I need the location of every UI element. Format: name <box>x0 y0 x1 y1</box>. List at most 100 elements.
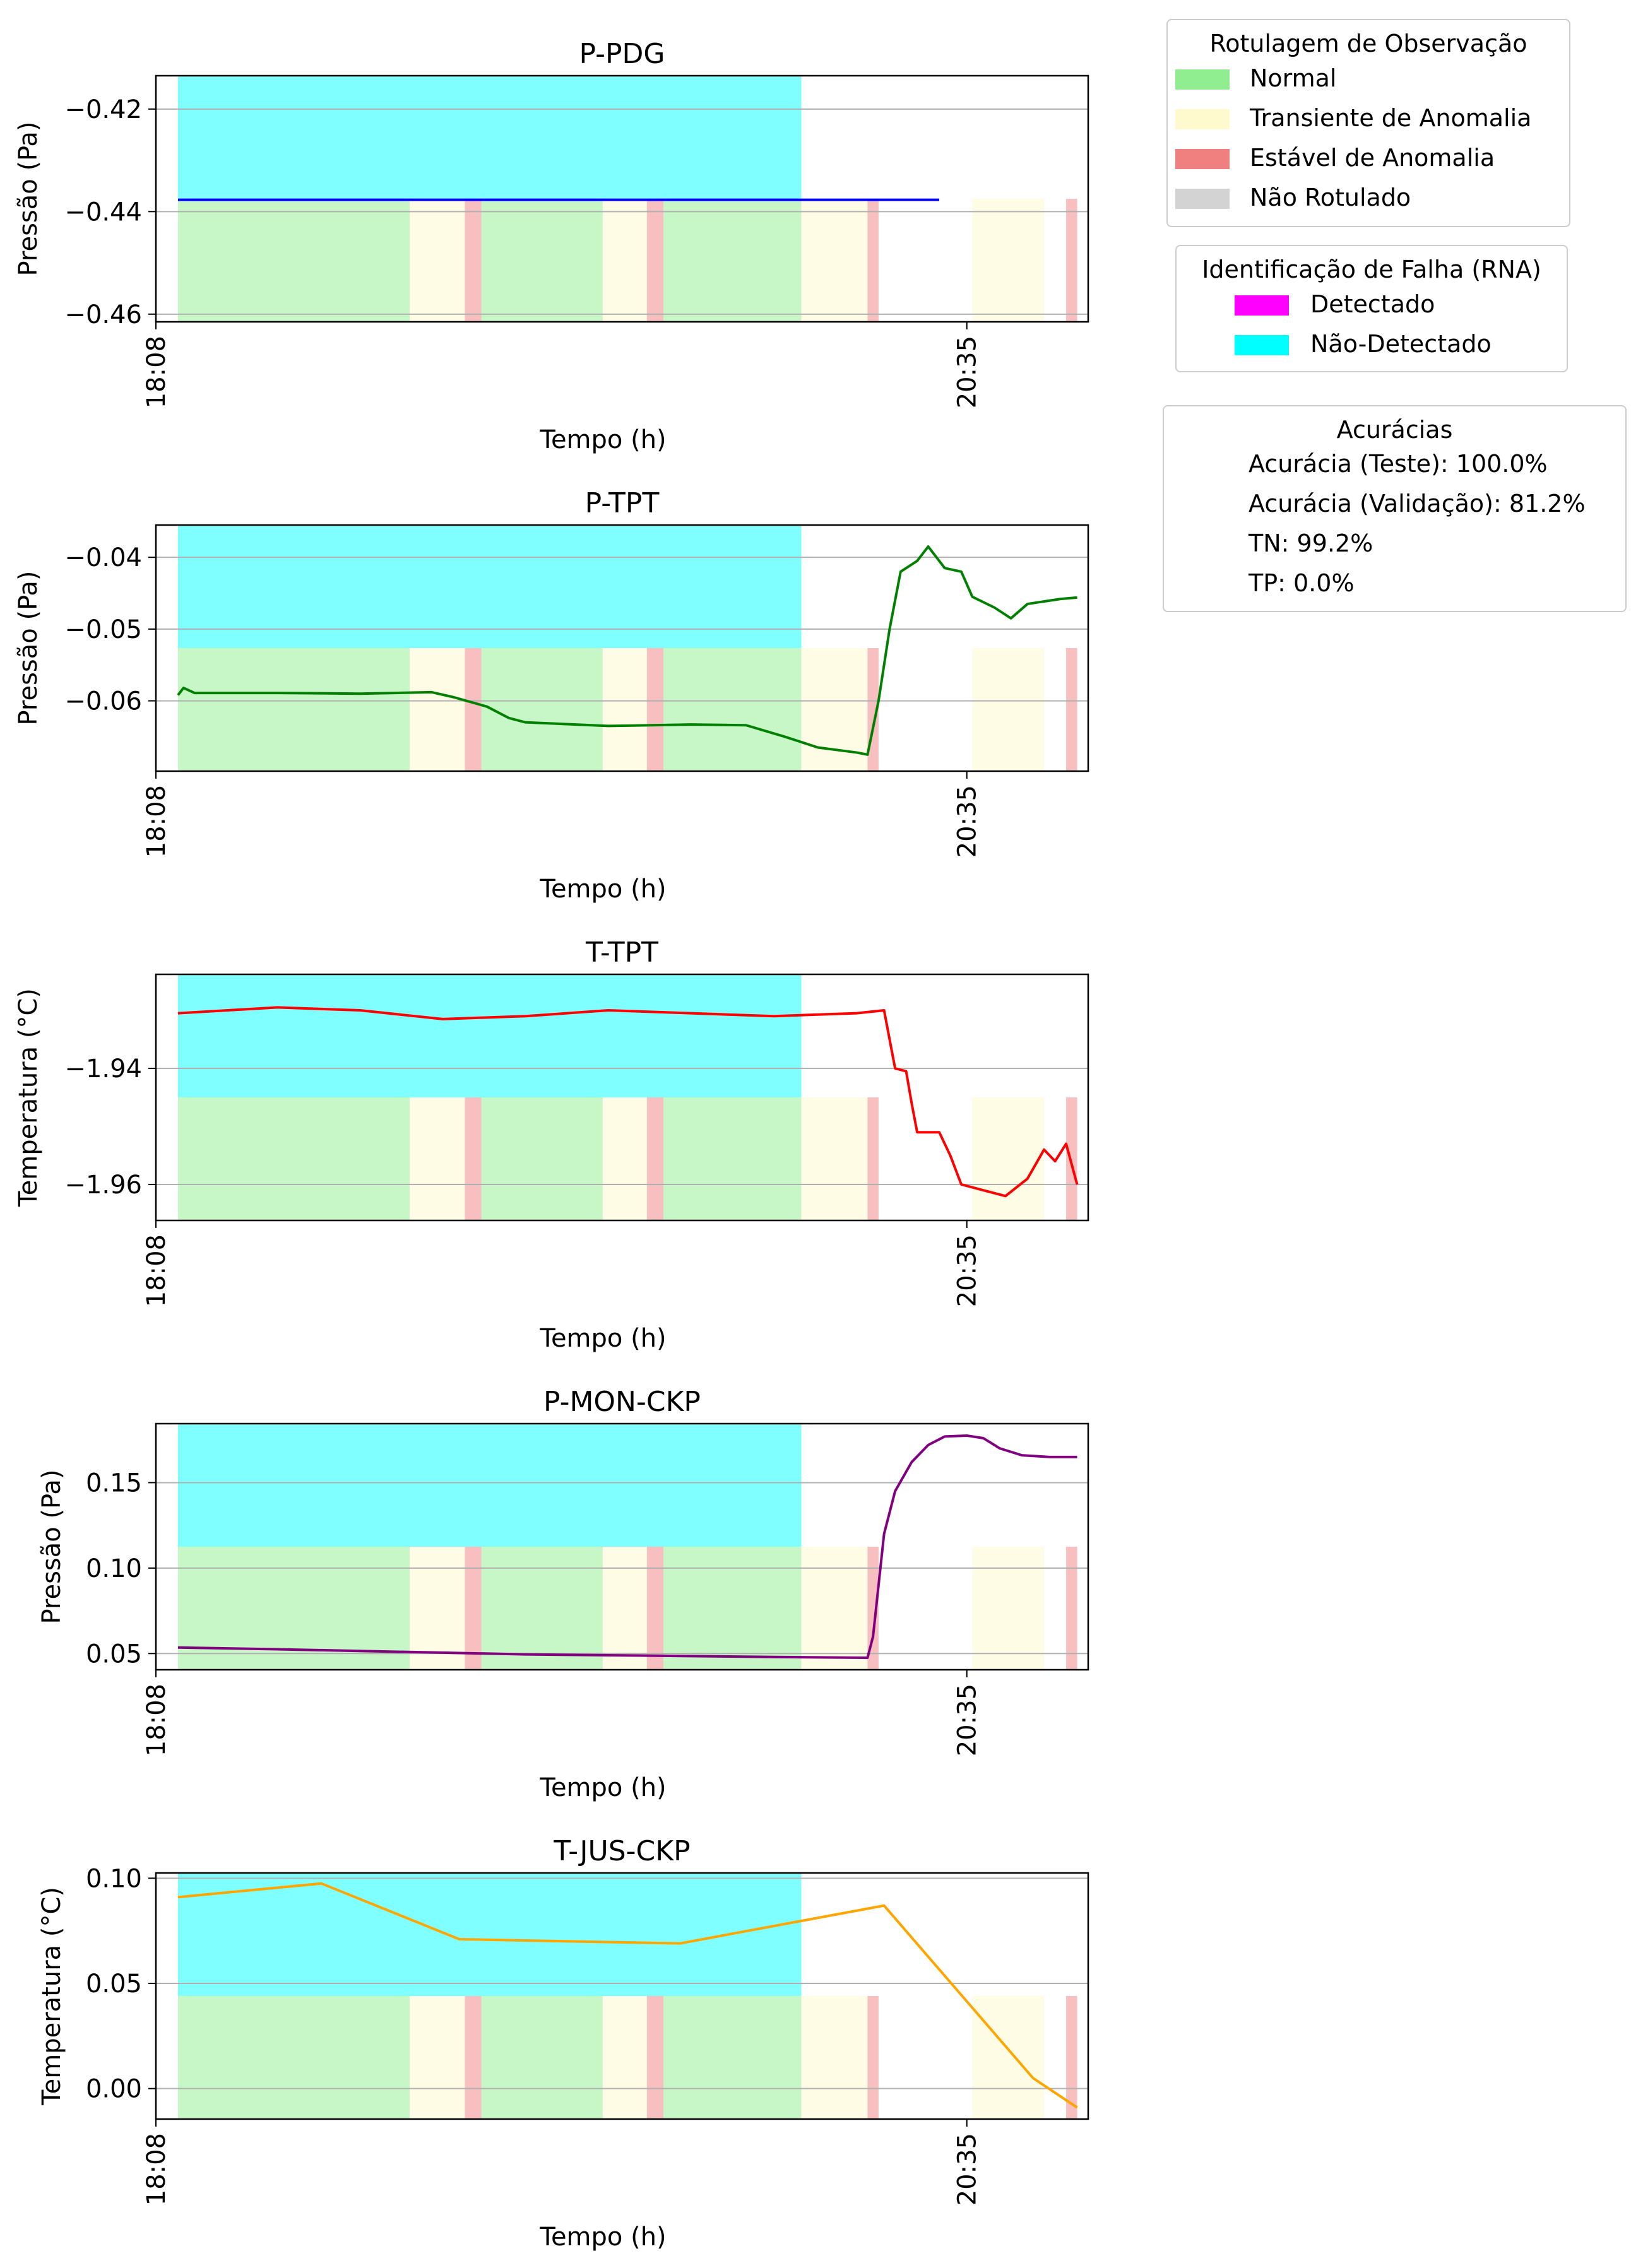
label-band <box>177 199 410 322</box>
y-tick-label: −0.06 <box>64 687 142 716</box>
accuracy-legend-title: Acurácias <box>1336 416 1453 444</box>
legend-swatch-detected <box>1235 295 1289 316</box>
labeling-legend-title: Rotulagem de Observação <box>1209 30 1527 57</box>
label-band <box>972 199 1045 322</box>
label-band <box>646 648 664 771</box>
chart-title: P-PDG <box>579 38 665 70</box>
detection-band <box>177 1873 802 1996</box>
label-band <box>972 1097 1045 1220</box>
label-band <box>646 1097 664 1220</box>
series-line <box>177 545 1077 756</box>
label-band <box>177 648 410 771</box>
legend-label-steady: Estável de Anomalia <box>1250 144 1495 172</box>
legend-swatch-normal <box>1175 69 1230 90</box>
label-band <box>801 1996 868 2119</box>
label-band <box>602 1996 647 2119</box>
label-band <box>410 1097 465 1220</box>
label-band <box>602 648 647 771</box>
label-band <box>663 648 802 771</box>
y-tick-label: −0.46 <box>64 300 142 329</box>
y-tick-label: 0.15 <box>86 1468 142 1497</box>
detection-legend: Identificação de Falha (RNA) Detectado N… <box>1175 245 1568 372</box>
label-band <box>867 1996 879 2119</box>
label-band <box>465 1097 482 1220</box>
y-tick-label: 0.05 <box>86 1639 142 1669</box>
accuracy-test: Acurácia (Teste): 100.0% <box>1249 450 1548 478</box>
y-axis-label: Temperatura (°C) <box>37 1887 66 2106</box>
y-tick-label: 0.10 <box>86 1554 142 1583</box>
label-band <box>1066 1547 1077 1670</box>
x-tick-label: 18:08 <box>142 785 171 858</box>
detection-band <box>177 76 802 199</box>
label-band <box>465 648 482 771</box>
legend-label-not-detected: Não-Detectado <box>1310 330 1492 358</box>
x-tick-label: 18:08 <box>142 1234 171 1307</box>
plot-frame <box>155 1422 1089 1671</box>
detection-legend-title: Identificação de Falha (RNA) <box>1202 256 1541 283</box>
label-band <box>663 1097 802 1220</box>
x-axis-label: Tempo (h) <box>539 1324 666 1353</box>
series-line <box>177 1434 1077 1660</box>
labeling-legend: Rotulagem de Observação Normal Transient… <box>1166 19 1570 227</box>
label-band <box>801 199 868 322</box>
detection-band <box>177 974 802 1097</box>
y-axis-label: Pressão (Pa) <box>14 570 43 725</box>
label-band <box>481 1097 603 1220</box>
x-axis-label: Tempo (h) <box>539 425 666 454</box>
x-tick-label: 20:35 <box>953 1234 982 1307</box>
label-band <box>646 1547 664 1670</box>
legend-item-steady: Estável de Anomalia <box>1168 138 1569 177</box>
y-tick-label: 0.05 <box>86 1970 142 1999</box>
accuracy-validation: Acurácia (Validação): 81.2% <box>1249 490 1586 517</box>
x-axis-label: Tempo (h) <box>539 1773 666 1802</box>
label-band <box>465 1547 482 1670</box>
label-band <box>1066 1097 1077 1220</box>
label-band <box>602 1097 647 1220</box>
y-tick-label: −0.04 <box>64 543 142 572</box>
y-tick-label: −1.94 <box>64 1054 142 1084</box>
plot-frame <box>155 524 1089 772</box>
legend-label-detected: Detectado <box>1310 290 1435 318</box>
label-band <box>972 648 1045 771</box>
label-band <box>177 1097 410 1220</box>
legend-swatch-not-detected <box>1235 335 1289 355</box>
legend-item-transient: Transiente de Anomalia <box>1168 98 1569 138</box>
chart-title: T-JUS-CKP <box>553 1835 690 1867</box>
plot-frame <box>155 1872 1089 2120</box>
chart-title: P-MON-CKP <box>543 1386 701 1418</box>
label-band <box>646 1996 664 2119</box>
label-band <box>972 1996 1045 2119</box>
x-tick-label: 18:08 <box>142 336 171 408</box>
label-band <box>410 1547 465 1670</box>
y-tick-label: −1.96 <box>64 1171 142 1200</box>
y-tick-label: −0.44 <box>64 198 142 227</box>
label-band <box>481 1996 603 2119</box>
label-band <box>663 1547 802 1670</box>
label-band <box>867 1097 879 1220</box>
chart-2: T-TPT −1.94 −1.96 18:08 20:35 Tempo (h) Temper… <box>14 936 1089 1353</box>
legend-swatch-steady <box>1175 149 1230 169</box>
x-axis-label: Tempo (h) <box>539 875 666 904</box>
x-tick-label: 20:35 <box>953 1684 982 1756</box>
label-band <box>465 199 482 322</box>
legend-label-unlabeled: Não Rotulado <box>1250 184 1411 211</box>
label-band <box>481 648 603 771</box>
series-line <box>177 1006 1079 1198</box>
label-band <box>177 1996 410 2119</box>
x-axis-label: Tempo (h) <box>539 2223 666 2252</box>
y-axis-label: Temperatura (°C) <box>14 988 43 1207</box>
label-band <box>481 1547 603 1670</box>
label-band <box>1066 199 1077 322</box>
accuracy-legend: Acurácias Acurácia (Teste): 100.0% Acurá… <box>1163 405 1627 612</box>
accuracy-tn: TN: 99.2% <box>1249 529 1373 557</box>
chart-title: T-TPT <box>585 936 658 969</box>
legend-swatch-unlabeled <box>1175 189 1230 209</box>
y-axis-label: Pressão (Pa) <box>14 121 43 276</box>
legend-item-detected: Detectado <box>1177 284 1567 324</box>
label-band <box>646 199 664 322</box>
legend-item-not-detected: Não-Detectado <box>1177 324 1567 363</box>
series-line <box>177 1882 1078 2109</box>
label-band <box>410 1996 465 2119</box>
